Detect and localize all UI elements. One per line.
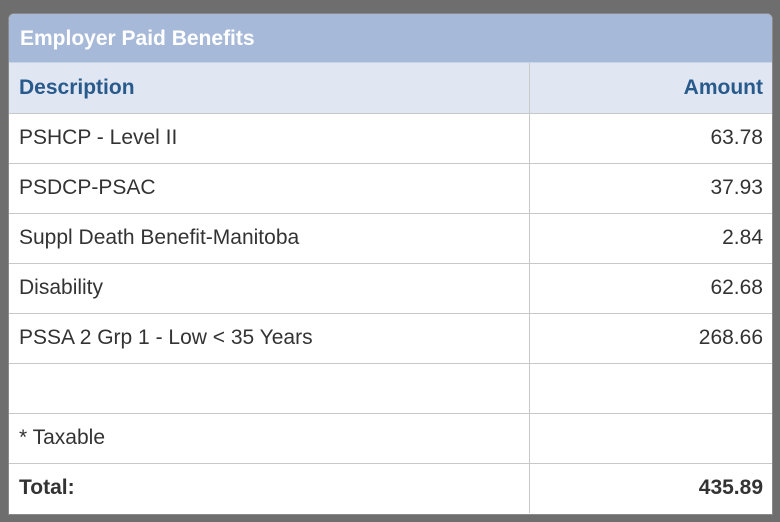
row-amount bbox=[529, 363, 772, 414]
row-description: PSSA 2 Grp 1 - Low < 35 Years bbox=[9, 313, 530, 364]
taxable-note: * Taxable bbox=[9, 413, 530, 464]
row-amount: 62.68 bbox=[529, 263, 772, 314]
table-row: PSSA 2 Grp 1 - Low < 35 Years 268.66 bbox=[9, 313, 772, 364]
benefits-table: Description Amount PSHCP - Level II 63.7… bbox=[9, 63, 772, 513]
table-row: PSHCP - Level II 63.78 bbox=[9, 113, 772, 164]
total-label: Total: bbox=[9, 463, 530, 513]
row-description: Suppl Death Benefit-Manitoba bbox=[9, 213, 530, 264]
row-description: Disability bbox=[9, 263, 530, 314]
table-row: Suppl Death Benefit-Manitoba 2.84 bbox=[9, 213, 772, 264]
row-amount: 2.84 bbox=[529, 213, 772, 264]
row-amount: 63.78 bbox=[529, 113, 772, 164]
table-row-empty bbox=[9, 363, 772, 414]
row-description: PSDCP-PSAC bbox=[9, 163, 530, 214]
column-header-amount[interactable]: Amount bbox=[529, 63, 772, 114]
total-amount: 435.89 bbox=[698, 476, 763, 500]
employer-paid-benefits-panel: Employer Paid Benefits Description Amoun… bbox=[8, 13, 773, 515]
table-row: PSDCP-PSAC 37.93 bbox=[9, 163, 772, 214]
table-header-row: Description Amount bbox=[9, 63, 772, 114]
table-row: Disability 62.68 bbox=[9, 263, 772, 314]
total-row: Total: 435.89 bbox=[9, 463, 772, 513]
row-description: PSHCP - Level II bbox=[9, 113, 530, 164]
panel-title: Employer Paid Benefits bbox=[9, 14, 772, 63]
row-amount bbox=[529, 413, 772, 464]
row-amount: 37.93 bbox=[529, 163, 772, 214]
row-amount: 268.66 bbox=[529, 313, 772, 364]
column-header-description[interactable]: Description bbox=[9, 63, 530, 114]
row-description bbox=[9, 363, 530, 414]
table-row-note: * Taxable bbox=[9, 413, 772, 464]
